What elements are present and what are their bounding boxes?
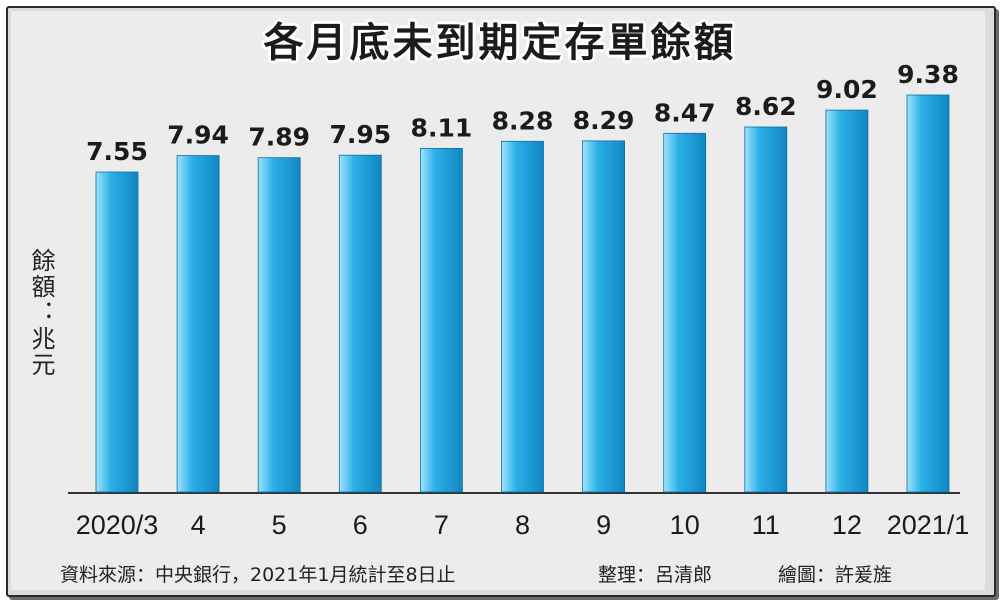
bar [744,126,788,493]
data-label: 7.89 [248,123,310,152]
x-tick-label: 7 [434,510,449,540]
data-label: 8.11 [411,113,473,142]
editor-credit: 整理：呂清郎 [598,564,713,586]
bar [582,140,625,493]
x-tick-label: 8 [515,510,530,540]
bar [338,154,382,493]
data-label: 8.47 [654,98,716,127]
bar [95,171,139,493]
data-label: 7.55 [86,137,148,166]
bar [825,109,869,493]
x-tick-label: 12 [832,510,862,540]
bar [663,132,707,493]
chart-title: 各月底未到期定存單餘額 [263,20,737,66]
y-axis-label: 餘額：兆元 [27,248,55,378]
artist-credit: 繪圖：許爰旌 [778,564,893,586]
data-label: 8.28 [492,106,554,135]
x-tick-label: 10 [670,510,700,540]
bar [906,94,950,493]
x-tick-label: 4 [191,510,206,540]
data-label: 7.94 [167,121,229,150]
bar [257,157,301,493]
x-tick-label: 5 [272,510,287,540]
data-label: 9.38 [897,60,959,89]
data-label: 7.95 [329,120,391,149]
x-tick-label: 9 [596,510,611,540]
data-label: 8.62 [735,92,797,121]
data-label: 9.02 [816,75,878,104]
data-label: 8.29 [573,106,635,135]
x-tick-label: 6 [353,510,368,540]
x-tick-label: 2021/1 [887,510,970,540]
bar [501,140,544,493]
x-tick-label: 2020/3 [76,510,159,540]
bar [176,155,220,493]
x-tick-label: 11 [752,510,780,540]
source-note: 資料來源：中央銀行，2021年1月統計至8日止 [60,564,456,586]
bar [419,147,463,493]
